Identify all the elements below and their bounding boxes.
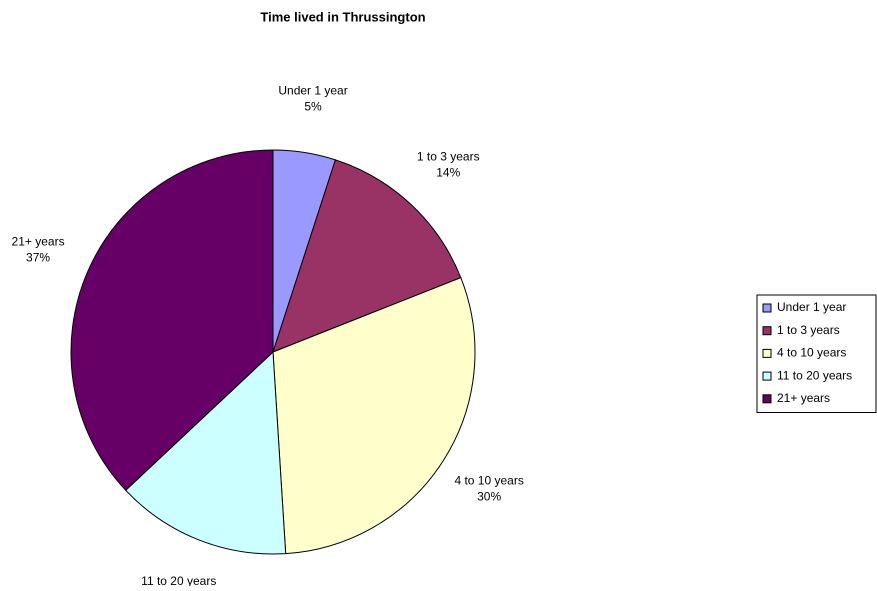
legend-swatch [762,394,772,404]
chart-title: Time lived in Thrussington [260,9,425,24]
slice-label: Under 1 year [278,83,347,97]
slice-value-label: 30% [477,489,501,503]
pie-slice [272,159,462,353]
legend-swatch [762,326,772,336]
legend-swatch [762,303,772,313]
legend-label: 1 to 3 years [777,323,840,337]
legend-label: 4 to 10 years [777,346,846,360]
slice-value-label: 37% [26,251,50,265]
legend-box [756,294,877,413]
legend-label: 21+ years [777,391,830,405]
slice-label: 21+ years [12,235,65,249]
pie-slice [125,350,287,555]
slice-value-label: 14% [436,166,460,180]
slice-label: 1 to 3 years [417,150,480,164]
legend-swatch [762,371,772,381]
legend-label: 11 to 20 years [777,368,852,382]
slice-label: 11 to 20 years [141,574,216,586]
slice-value-label: 5% [304,99,322,113]
pie-slice [272,276,476,555]
legend-swatch [762,348,772,358]
slice-label: 4 to 10 years [454,473,523,487]
legend-label: Under 1 year [777,300,846,314]
pie-slice [70,149,274,491]
